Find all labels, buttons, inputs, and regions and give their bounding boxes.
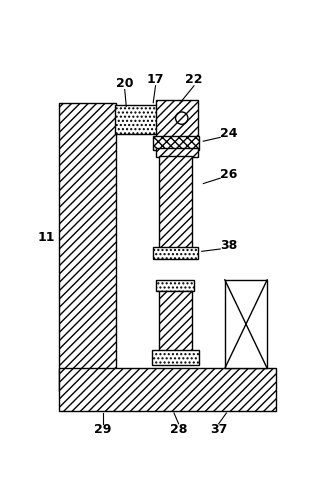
Bar — [115, 105, 159, 134]
Text: 26: 26 — [220, 168, 238, 181]
Text: 17: 17 — [147, 73, 164, 86]
Bar — [225, 280, 267, 368]
Bar — [152, 350, 200, 365]
Bar — [153, 246, 198, 259]
Bar — [156, 280, 194, 291]
Text: 24: 24 — [220, 127, 238, 140]
Text: 11: 11 — [38, 231, 55, 244]
Bar — [58, 368, 276, 411]
Text: 37: 37 — [210, 424, 227, 437]
Text: 20: 20 — [116, 77, 133, 90]
Bar — [159, 156, 192, 248]
Bar — [156, 101, 198, 137]
Text: 28: 28 — [170, 424, 187, 437]
Bar — [58, 103, 116, 391]
Text: 38: 38 — [220, 238, 237, 252]
Bar — [156, 148, 198, 157]
Bar — [159, 291, 192, 351]
Bar — [153, 136, 200, 150]
Text: 29: 29 — [95, 424, 112, 437]
Text: 22: 22 — [185, 73, 203, 86]
